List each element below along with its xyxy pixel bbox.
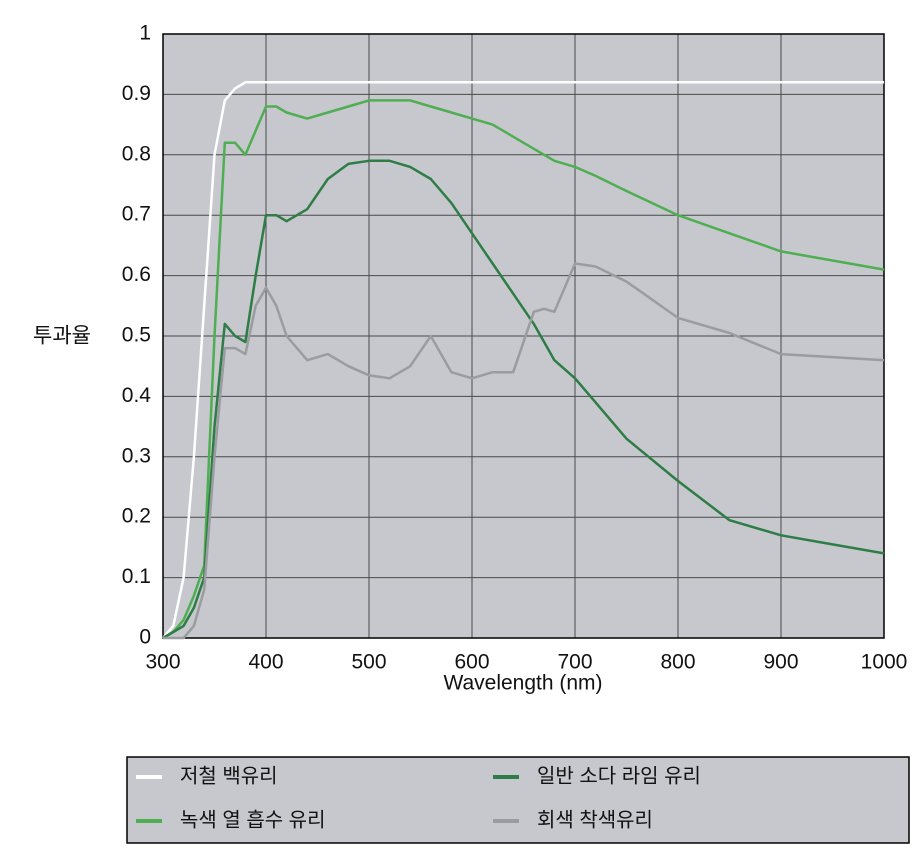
legend-label: 녹색 열 흡수 유리 [180,808,325,831]
y-tick-label: 0.6 [122,263,151,286]
y-tick-label: 0.5 [122,324,151,347]
series-line [162,159,885,640]
x-tick-label: 400 [248,651,283,674]
x-tick-label: 300 [145,651,180,674]
x-tick-label: 1000 [861,651,908,674]
x-tick-label: 700 [557,651,592,674]
legend-box [126,756,910,844]
y-tick-label: 0.3 [122,444,151,467]
y-tick-label: 0.1 [122,565,151,588]
y-tick-label: 0.9 [122,82,151,105]
y-tick-label: 0.2 [122,505,151,528]
y-tick-label: 0.7 [122,203,151,226]
plot-border [162,33,885,639]
legend-label: 저철 백유리 [180,764,278,787]
series-line [162,81,884,639]
legend-label: 회색 착색유리 [537,808,653,831]
y-tick-label: 0.8 [122,142,151,165]
y-axis-label: 투과율 [33,325,91,348]
y-tick-label: 0 [139,626,151,649]
x-tick-label: 800 [660,651,695,674]
x-axis-label: Wavelength (nm) [443,672,602,695]
x-tick-label: 600 [454,651,489,674]
y-tick-label: 1 [139,22,151,45]
y-tick-label: 0.4 [122,384,152,407]
legend-label: 일반 소다 라임 유리 [537,764,701,787]
series-line [163,262,885,640]
x-tick-label: 500 [351,651,386,674]
series-line [162,99,885,640]
x-tick-label: 900 [763,651,798,674]
